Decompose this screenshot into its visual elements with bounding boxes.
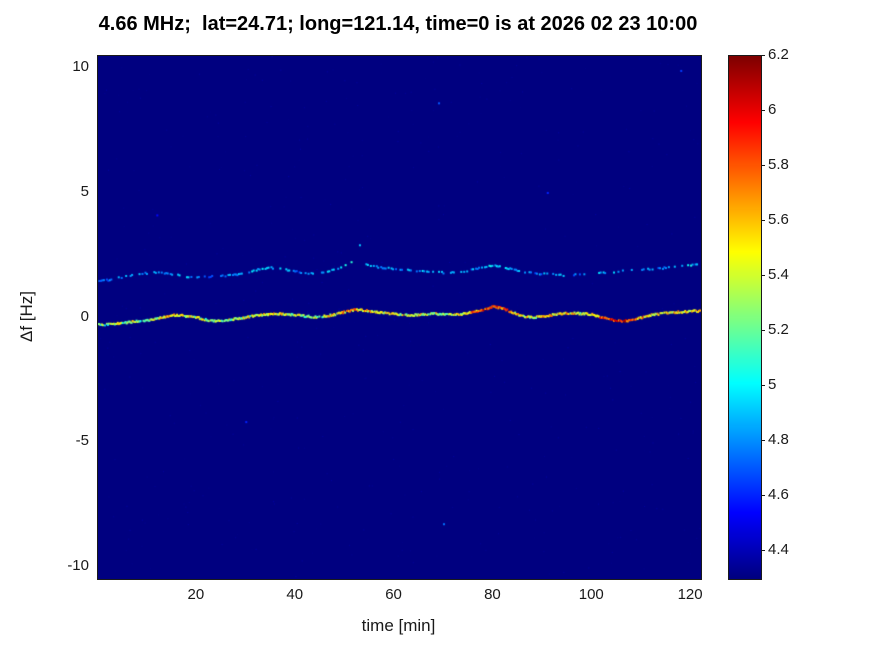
colorbar-tick-label: 5.6 xyxy=(768,211,789,229)
y-tick-label: -5 xyxy=(75,432,89,450)
colorbar-tick-label: 4.6 xyxy=(768,486,789,504)
y-tick-label: -10 xyxy=(67,556,89,574)
colorbar-tick-label: 4.8 xyxy=(768,431,789,449)
colorbar-tick-mark xyxy=(761,330,765,332)
colorbar-tick-mark xyxy=(761,55,765,56)
colorbar-tick-mark xyxy=(761,275,765,277)
colorbar-tick-mark xyxy=(761,110,765,112)
colorbar-tick-label: 6 xyxy=(768,101,777,119)
chart-title: 4.66 MHz; lat=24.71; long=121.14, time=0… xyxy=(98,13,698,35)
x-axis-label: time [min] xyxy=(361,616,436,635)
x-tick-label: 40 xyxy=(286,586,304,603)
x-tick-label: 60 xyxy=(385,586,402,603)
colorbar-tick-mark xyxy=(761,495,765,497)
y-tick-label: 5 xyxy=(80,182,89,200)
x-tick-label: 120 xyxy=(677,586,703,603)
y-tick-label: 10 xyxy=(72,58,89,76)
colorbar-tick-label: 5.8 xyxy=(768,156,789,174)
colorbar-canvas xyxy=(728,55,762,580)
x-tick-label: 100 xyxy=(578,586,604,603)
colorbar-tick-label: 6.2 xyxy=(768,46,789,63)
colorbar-tick-mark xyxy=(761,385,765,387)
colorbar-tick-mark xyxy=(761,550,765,552)
plot-canvas xyxy=(97,55,702,580)
colorbar-tick-label: 5 xyxy=(768,376,777,394)
y-tick-label: 0 xyxy=(80,307,89,325)
colorbar-tick-label: 4.4 xyxy=(768,541,789,559)
x-tick-label: 80 xyxy=(484,586,501,603)
colorbar-tick-mark xyxy=(761,165,765,167)
colorbar-tick-label: 5.4 xyxy=(768,266,789,284)
colorbar-tick-mark xyxy=(761,220,765,222)
x-tick-label: 20 xyxy=(187,586,205,603)
colorbar-tick-mark xyxy=(761,440,765,442)
colorbar-tick-label: 5.2 xyxy=(768,321,789,339)
